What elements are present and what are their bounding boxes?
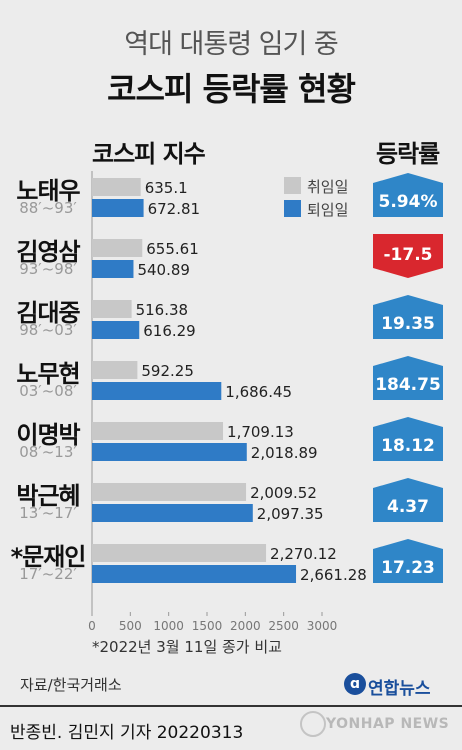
president-name: 노무현 bbox=[16, 360, 80, 388]
x-axis: 0 500 1000 1500 2000 2500 3000 bbox=[88, 612, 337, 633]
president-name: 박근혜 bbox=[16, 482, 80, 510]
change-rate-badges: 5.94% -17.5 19.35 184.75 18.12 4.37 17.23 bbox=[373, 173, 443, 583]
bar-resignation bbox=[92, 443, 247, 461]
bar-resignation bbox=[92, 260, 134, 278]
bar-resignation bbox=[92, 504, 253, 522]
bar-resignation bbox=[92, 199, 144, 217]
president-name: 이명박 bbox=[16, 421, 80, 449]
rate-badge-label: 4.37 bbox=[387, 497, 429, 517]
rate-badge-rise bbox=[373, 478, 443, 522]
rate-badge-rise bbox=[373, 356, 443, 400]
footer-divider bbox=[0, 705, 462, 707]
chart-bars bbox=[92, 178, 297, 583]
chart-bar-labels: 635.1 672.81 655.61 540.89 516.38 616.29 592.2… bbox=[136, 179, 367, 584]
legend-swatch-resignation bbox=[284, 200, 301, 217]
bar-resignation bbox=[92, 565, 297, 583]
president-term-years: 88′~93′ bbox=[19, 199, 77, 217]
president-name: *문재인 bbox=[10, 543, 87, 571]
bar-label-inauguration: 592.25 bbox=[141, 362, 194, 380]
bar-label-resignation: 2,661.28 bbox=[300, 566, 367, 584]
president-name: 김영삼 bbox=[16, 238, 80, 266]
subtitle: 역대 대통령 임기 중 bbox=[124, 29, 338, 60]
bar-label-resignation: 540.89 bbox=[137, 261, 190, 279]
rate-badge-label: 5.94% bbox=[379, 192, 438, 212]
rate-badge-label: 18.12 bbox=[381, 436, 435, 456]
rate-badge-fall bbox=[373, 234, 443, 278]
president-term-years: 98′~03′ bbox=[19, 321, 77, 339]
bar-label-resignation: 1,686.45 bbox=[225, 383, 292, 401]
bar-label-resignation: 2,018.89 bbox=[251, 444, 318, 462]
bar-resignation bbox=[92, 382, 222, 400]
bar-label-resignation: 2,097.35 bbox=[257, 505, 324, 523]
president-term-years: 08′~13′ bbox=[19, 443, 77, 461]
bar-inauguration bbox=[92, 544, 267, 562]
x-tick-label: 1000 bbox=[153, 619, 184, 633]
bar-label-inauguration: 2,009.52 bbox=[250, 484, 317, 502]
bar-inauguration bbox=[92, 361, 138, 379]
chart-legend: 취임일 퇴임일 bbox=[284, 177, 348, 219]
rate-badge-label: 19.35 bbox=[381, 314, 435, 334]
x-tick-label: 1500 bbox=[192, 619, 223, 633]
x-tick-label: 2000 bbox=[230, 619, 261, 633]
footnote: *2022년 3월 11일 종가 비교 bbox=[92, 638, 282, 656]
rate-badge-label: -17.5 bbox=[384, 245, 433, 265]
source-text: 자료/한국거래소 bbox=[20, 676, 122, 694]
bar-inauguration bbox=[92, 422, 224, 440]
yonhap-logo-icon: ɑ bbox=[344, 673, 366, 695]
president-term-years: 13′~17′ bbox=[19, 504, 77, 522]
bar-inauguration bbox=[92, 239, 143, 257]
bar-label-resignation: 672.81 bbox=[148, 200, 201, 218]
president-term-years: 17′~22′ bbox=[19, 565, 77, 583]
president-term-years: 03′~08′ bbox=[19, 382, 77, 400]
watermark-text: YONHAP NEWS bbox=[326, 716, 450, 732]
x-tick-label: 3000 bbox=[307, 619, 338, 633]
bar-inauguration bbox=[92, 483, 247, 501]
watermark-icon bbox=[300, 711, 326, 737]
bar-label-inauguration: 1,709.13 bbox=[227, 423, 294, 441]
rate-badge-label: 184.75 bbox=[375, 375, 441, 395]
legend-swatch-inauguration bbox=[284, 177, 301, 194]
rate-badge-label: 17.23 bbox=[381, 558, 435, 578]
bar-inauguration bbox=[92, 300, 132, 318]
rate-badge-rise bbox=[373, 295, 443, 339]
page-title: 코스피 등락률 현황 bbox=[107, 70, 356, 108]
x-tick-label: 500 bbox=[119, 619, 142, 633]
president-term-years: 93′~98′ bbox=[19, 260, 77, 278]
president-name: 노태우 bbox=[16, 177, 80, 205]
bar-resignation bbox=[92, 321, 140, 339]
kospi-bar-chart: 635.1 672.81 655.61 540.89 516.38 616.29 592.2… bbox=[88, 171, 443, 633]
bar-label-resignation: 616.29 bbox=[143, 322, 196, 340]
x-tick-label: 2500 bbox=[268, 619, 299, 633]
x-tick-label: 0 bbox=[88, 619, 96, 633]
legend-label-inauguration: 취임일 bbox=[307, 178, 348, 196]
rate-badge-rise bbox=[373, 417, 443, 461]
legend-label-resignation: 퇴임일 bbox=[307, 201, 348, 219]
bar-label-inauguration: 516.38 bbox=[136, 301, 189, 319]
author-credit: 반종빈. 김민지 기자 20220313 bbox=[10, 723, 244, 743]
change-rate-column-label: 등락률 bbox=[376, 140, 440, 168]
kospi-index-column-label: 코스피 지수 bbox=[92, 140, 206, 168]
rate-badge-rise bbox=[373, 173, 443, 217]
bar-label-inauguration: 2,270.12 bbox=[270, 545, 337, 563]
rate-badge-rise bbox=[373, 539, 443, 583]
bar-label-inauguration: 635.1 bbox=[145, 179, 188, 197]
president-name: 김대중 bbox=[16, 299, 80, 327]
yonhap-logo-text: 연합뉴스 bbox=[368, 679, 431, 699]
bar-label-inauguration: 655.61 bbox=[146, 240, 199, 258]
bar-inauguration bbox=[92, 178, 141, 196]
